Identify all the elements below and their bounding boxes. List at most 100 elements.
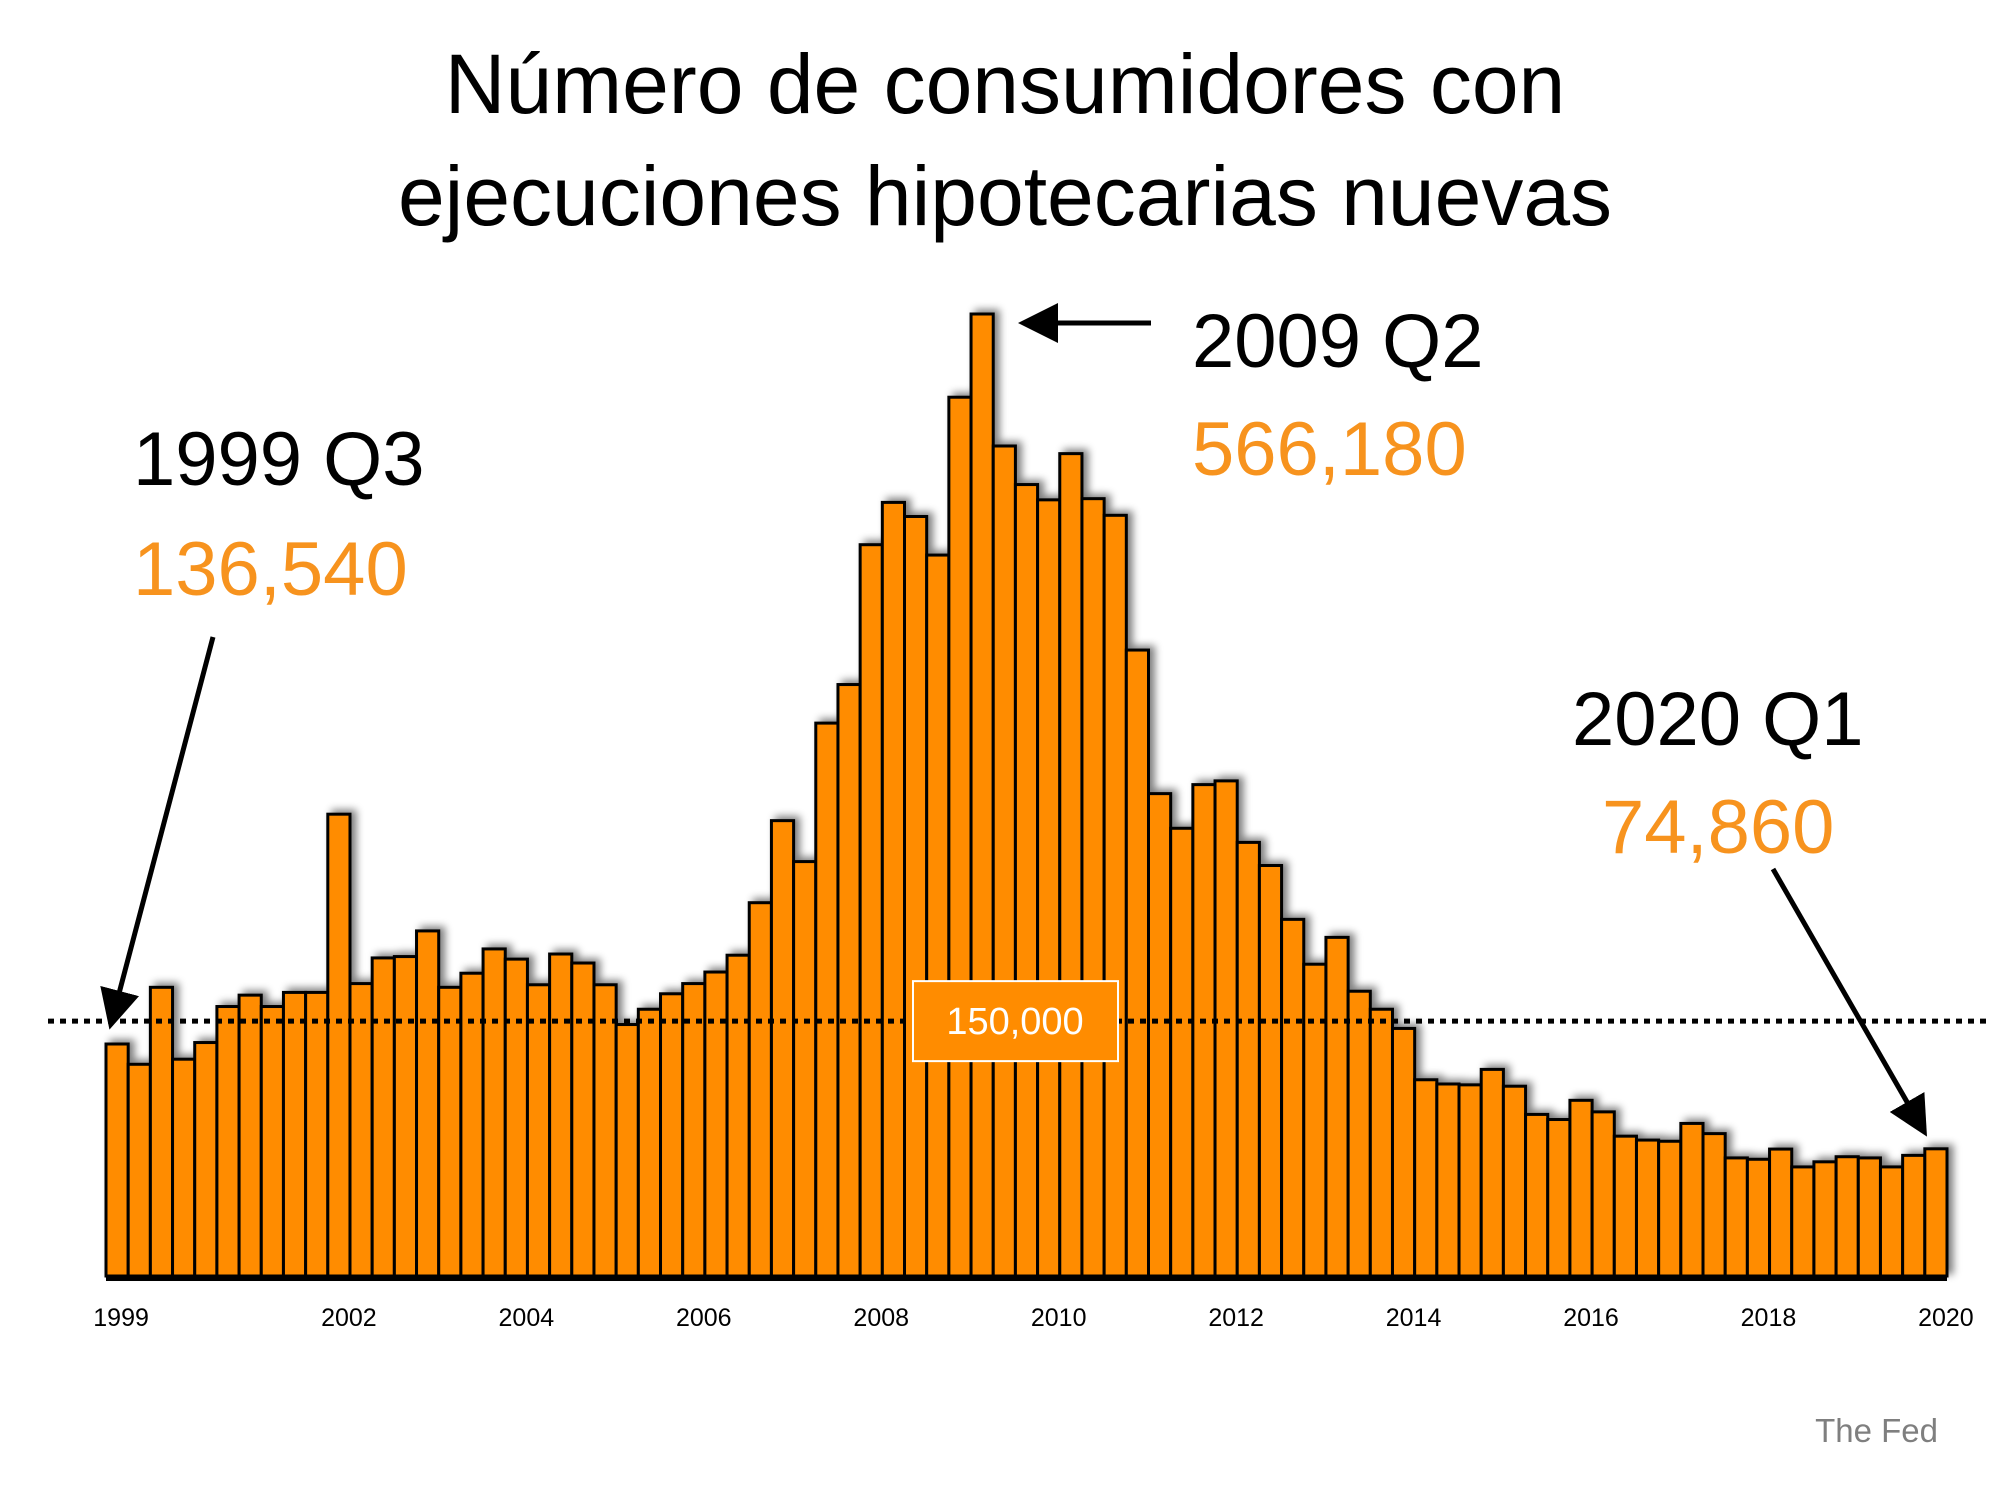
bar <box>1923 1147 1949 1278</box>
chart-title: Número de consumidores con ejecuciones h… <box>0 28 2000 252</box>
bar <box>614 1023 640 1278</box>
bar <box>814 721 840 1278</box>
annotation-period-2020: 2020 Q1 <box>1572 677 1864 762</box>
bar <box>880 500 907 1278</box>
bar <box>769 819 796 1278</box>
bar <box>104 1042 130 1278</box>
bar <box>1235 840 1261 1278</box>
bar <box>1302 962 1328 1278</box>
bar <box>1701 1132 1727 1278</box>
bar <box>991 444 1017 1278</box>
bar <box>1435 1082 1461 1278</box>
bar <box>1790 1165 1816 1278</box>
bar <box>1102 513 1128 1278</box>
x-tick-label: 2014 <box>1386 1304 1442 1332</box>
bar <box>171 1057 197 1278</box>
arrow-1999-q3 <box>100 636 216 1030</box>
bar <box>1036 498 1062 1278</box>
x-tick-label: 2010 <box>1031 1304 1087 1332</box>
x-tick-label: 2018 <box>1741 1304 1797 1332</box>
bar <box>259 1005 285 1278</box>
annotation-period-2009: 2009 Q2 <box>1192 299 1484 384</box>
bar <box>659 992 685 1278</box>
bar <box>1524 1112 1550 1278</box>
bar <box>237 993 263 1278</box>
arrow-2020-q1 <box>1770 867 1927 1137</box>
x-tick-label: 2004 <box>499 1304 555 1332</box>
x-tick-label: 2006 <box>676 1304 732 1332</box>
bar <box>326 812 352 1278</box>
bar <box>1058 452 1084 1278</box>
bar <box>148 985 175 1278</box>
annotation-value-1999: 136,540 <box>133 527 408 612</box>
bar <box>415 929 441 1278</box>
annotation-value-2009: 566,180 <box>1192 407 1467 492</box>
reference-line-label-box <box>912 980 1119 1063</box>
bar <box>370 956 396 1278</box>
bar <box>1124 648 1150 1278</box>
bar <box>1834 1155 1860 1278</box>
x-tick-label: 2012 <box>1208 1304 1264 1332</box>
bar <box>392 955 419 1278</box>
bar <box>925 553 951 1278</box>
bar <box>1280 917 1306 1278</box>
bar <box>947 395 973 1278</box>
x-tick-label: 2016 <box>1563 1304 1619 1332</box>
bar <box>503 957 529 1278</box>
bar <box>1901 1153 1927 1278</box>
bar <box>836 683 862 1278</box>
chart-title-line-1: Número de consumidores con <box>444 37 1566 131</box>
bar <box>1501 1084 1528 1278</box>
bar <box>1146 792 1173 1278</box>
chart-title-line-2: ejecuciones hipotecarias nuevas <box>397 149 1613 243</box>
bar <box>215 1005 241 1278</box>
x-tick-label: 2020 <box>1918 1304 1974 1332</box>
bar <box>1191 783 1217 1278</box>
bar <box>1856 1156 1882 1278</box>
bar <box>1413 1078 1439 1278</box>
reference-line-label: 150,000 <box>946 1001 1083 1043</box>
bar <box>592 983 618 1278</box>
bar <box>969 312 995 1278</box>
bar <box>1324 935 1350 1278</box>
bar <box>1634 1138 1661 1278</box>
annotation-value-2020: 74,860 <box>1602 785 1835 870</box>
x-tick-label: 1999 <box>93 1304 149 1332</box>
bar <box>437 985 463 1278</box>
annotation-period-1999: 1999 Q3 <box>133 417 425 502</box>
bar <box>1479 1067 1505 1278</box>
bar <box>1257 863 1284 1278</box>
bar <box>525 983 552 1278</box>
bar <box>792 860 818 1278</box>
bar <box>1080 497 1106 1278</box>
bar <box>703 970 729 1278</box>
bar <box>1013 483 1040 1278</box>
bar <box>1213 779 1239 1278</box>
bar <box>903 514 929 1278</box>
x-tick-label: 2008 <box>853 1304 909 1332</box>
bar <box>481 947 507 1278</box>
bar <box>1812 1160 1838 1278</box>
bar <box>1745 1157 1772 1278</box>
bar <box>1568 1098 1594 1278</box>
bar <box>725 953 751 1278</box>
bar <box>1457 1083 1483 1278</box>
bar <box>1169 826 1195 1278</box>
bar <box>348 982 374 1278</box>
bar <box>1546 1118 1572 1278</box>
bar <box>1768 1147 1794 1278</box>
bar <box>1590 1110 1616 1278</box>
bar <box>636 1007 663 1278</box>
bar <box>1679 1121 1705 1278</box>
source-label: The Fed <box>1815 1412 1938 1449</box>
bar <box>570 961 596 1278</box>
bar <box>747 901 773 1278</box>
bar <box>858 543 884 1278</box>
bar <box>1346 989 1372 1278</box>
bar <box>304 990 330 1278</box>
bar <box>1878 1165 1905 1278</box>
bar <box>1368 1007 1394 1278</box>
bar <box>126 1062 152 1278</box>
bar <box>1657 1139 1683 1278</box>
